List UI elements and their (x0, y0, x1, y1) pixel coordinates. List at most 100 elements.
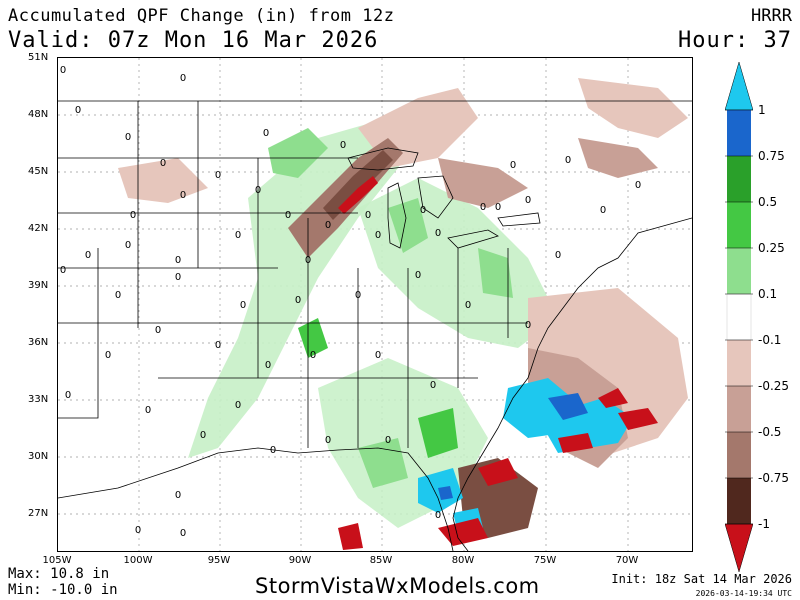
colorbar-band-blue (727, 110, 751, 156)
station-value: 0 (305, 255, 311, 266)
pink-area-northwest (118, 158, 208, 203)
website-credit: StormVistaWxModels.com (255, 574, 540, 598)
lat-label-51n: 51N (28, 52, 49, 63)
lake-erie (447, 229, 499, 249)
map-canvas: 0 0 0 0 0 0 0 0 0 0 0 0 0 0 0 0 0 0 0 0 … (58, 58, 692, 551)
station-value: 0 (265, 360, 271, 371)
colorbar-label-0.25: 0.25 (758, 241, 785, 255)
lat-label-48n: 48N (28, 109, 49, 120)
colorbar-label-neg-0.75: -0.75 (758, 471, 790, 485)
station-value: 0 (635, 180, 641, 191)
colorbar-band-white (726, 293, 752, 341)
green-patches-5 (418, 408, 458, 458)
colorbar-label-0.75: 0.75 (758, 149, 785, 163)
lat-label-39n: 39N (28, 280, 49, 291)
lon-label-100w: 100W (123, 555, 153, 566)
colorbar-band-green-light (727, 248, 751, 294)
colorbar-band-dark-brown (727, 478, 751, 524)
qpf-change-shading (118, 78, 688, 550)
darkbrown-band-central (323, 150, 393, 220)
red-streak-6 (598, 388, 628, 408)
colorbar-band-brown (727, 432, 751, 478)
station-value: 0 (175, 255, 181, 266)
station-value: 0 (430, 380, 436, 391)
colorbar-band-green-dark (727, 156, 751, 202)
station-value: 0 (180, 528, 186, 539)
lake-ontario (497, 212, 541, 227)
station-values: 0 0 0 0 0 0 0 0 0 0 0 0 0 0 0 0 0 0 0 0 … (60, 65, 641, 539)
forecast-map: 0 0 0 0 0 0 0 0 0 0 0 0 0 0 0 0 0 0 0 0 … (57, 57, 693, 552)
station-value: 0 (115, 290, 121, 301)
station-value: 0 (180, 73, 186, 84)
lat-label-45n: 45N (28, 166, 49, 177)
lake-huron (417, 175, 454, 219)
station-value: 0 (340, 140, 346, 151)
station-value: 0 (565, 155, 571, 166)
green-patches-1 (268, 128, 328, 178)
station-value: 0 (135, 525, 141, 536)
green-patches-3 (478, 248, 513, 298)
station-value: 0 (555, 250, 561, 261)
colorbar-label-neg-0.1: -0.1 (758, 333, 782, 347)
station-value: 0 (215, 340, 221, 351)
green-patches-2 (388, 198, 428, 253)
station-value: 0 (525, 195, 531, 206)
station-value: 0 (295, 295, 301, 306)
station-value: 0 (415, 270, 421, 281)
station-value: 0 (65, 390, 71, 401)
colorbar-label-1: 1 (758, 103, 766, 117)
station-value: 0 (355, 290, 361, 301)
station-value: 0 (155, 325, 161, 336)
colorbar-label-neg-0.25: -0.25 (758, 379, 790, 393)
station-value: 0 (480, 202, 486, 213)
red-streak-1 (618, 408, 658, 430)
green-swath-midwest (188, 118, 418, 458)
station-value: 0 (60, 265, 66, 276)
station-value: 0 (200, 430, 206, 441)
station-value: 0 (375, 350, 381, 361)
station-value: 0 (270, 445, 276, 456)
station-value: 0 (365, 210, 371, 221)
forecast-hour: Hour: 37 (678, 28, 792, 53)
station-value: 0 (85, 250, 91, 261)
lon-label-80w: 80W (451, 555, 475, 566)
green-patches-4 (358, 438, 408, 488)
generation-timestamp: 2026-03-14-19:34 UTC (695, 589, 792, 598)
red-streak-2 (558, 433, 593, 453)
station-value: 0 (215, 170, 221, 181)
lat-label-27n: 27N (28, 508, 49, 519)
colorbar-band-pink-brown (727, 386, 751, 432)
geographic-boundaries (58, 100, 692, 551)
station-value: 0 (175, 272, 181, 283)
colorbar-band-pink (727, 340, 751, 386)
colorbar-label-0.1: 0.1 (758, 287, 778, 301)
station-value: 0 (235, 400, 241, 411)
station-value: 0 (263, 128, 269, 139)
station-value: 0 (385, 435, 391, 446)
colorbar-bottom-arrow (725, 523, 753, 572)
map-title: Accumulated QPF Change (in) from 12z (8, 6, 395, 26)
station-value: 0 (75, 105, 81, 116)
init-time: Init: 18z Sat 14 Mar 2026 (611, 572, 792, 586)
station-value: 0 (510, 160, 516, 171)
green-patches-6 (298, 318, 328, 358)
state-line-v7 (58, 248, 99, 419)
lat-label-36n: 36N (28, 337, 49, 348)
station-value: 0 (125, 132, 131, 143)
station-value: 0 (175, 490, 181, 501)
valid-time: Valid: 07z Mon 16 Mar 2026 (8, 28, 379, 53)
station-value: 0 (60, 65, 66, 76)
station-value: 0 (180, 190, 186, 201)
pink-area-canada (578, 78, 688, 138)
station-value: 0 (420, 205, 426, 216)
blue-core-1 (548, 393, 588, 420)
station-value: 0 (435, 228, 441, 239)
lat-label-42n: 42N (28, 223, 49, 234)
lon-label-105w: 105W (42, 555, 72, 566)
min-value: Min: -10.0 in (8, 582, 118, 598)
station-value: 0 (325, 220, 331, 231)
station-value: 0 (465, 300, 471, 311)
colorbar-label-0.5: 0.5 (758, 195, 778, 209)
lon-label-85w: 85W (369, 555, 393, 566)
colorbar-label-neg-1: -1 (758, 517, 770, 531)
